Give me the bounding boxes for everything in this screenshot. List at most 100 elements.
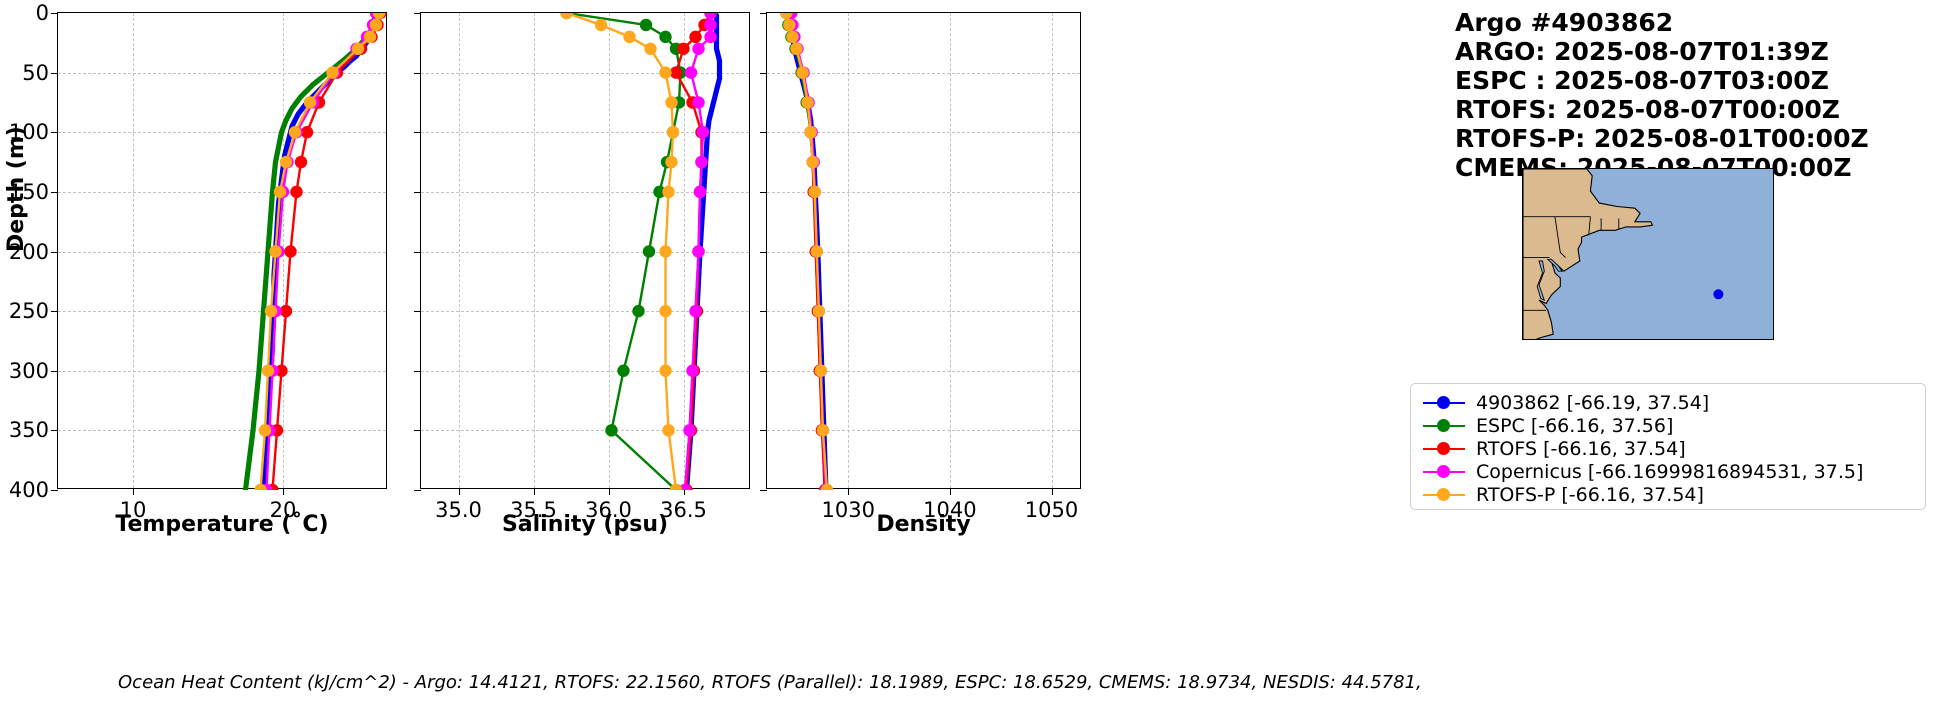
series-marker — [693, 185, 707, 199]
y-gridline — [421, 132, 749, 134]
map-lat-minor-tick — [1773, 295, 1774, 296]
series-marker — [689, 304, 702, 318]
y-gridline — [58, 370, 386, 372]
map-lon-minor-tick — [1748, 339, 1749, 340]
series-marker — [369, 18, 383, 32]
series-marker — [659, 66, 672, 79]
x-gridline — [458, 13, 460, 488]
series-marker — [363, 30, 377, 44]
map-lon-minor-tick — [1677, 339, 1678, 340]
y-gridline — [767, 370, 1080, 372]
series-marker — [288, 126, 302, 139]
series-marker — [669, 66, 683, 79]
map-lat-minor-tick — [1773, 210, 1774, 211]
series-marker — [683, 424, 696, 437]
series-marker — [790, 42, 803, 55]
map-lat-minor-tick — [1773, 329, 1774, 330]
y-tick-label: 100 — [8, 120, 49, 145]
legend-item-label: RTOFS [-66.16, 37.54] — [1476, 437, 1686, 460]
series-marker — [326, 66, 339, 79]
y-tick-mark — [51, 251, 58, 253]
map-lon-tick — [1651, 339, 1653, 340]
map-lat-tick-right — [1773, 287, 1774, 289]
series-marker — [696, 126, 710, 139]
series-marker — [653, 185, 666, 199]
series-marker — [258, 424, 272, 437]
x-tick-mark — [533, 488, 535, 495]
y-tick-mark — [414, 72, 421, 74]
y-tick-mark — [414, 311, 421, 313]
map-lon-minor-tick — [1562, 339, 1563, 340]
series-marker — [294, 155, 308, 169]
series-layer — [560, 13, 723, 490]
y-tick-label: 50 — [22, 60, 49, 85]
border-line — [1588, 216, 1591, 236]
series-marker — [372, 13, 386, 20]
y-gridline — [58, 311, 386, 313]
series-marker — [692, 96, 705, 109]
series-marker — [677, 42, 690, 55]
legend-item[interactable]: RTOFS [-66.16, 37.54] — [1411, 437, 1925, 460]
map-lon-tick — [1615, 339, 1617, 340]
series-marker — [666, 126, 680, 139]
y-gridline — [767, 430, 1080, 432]
map-lat-minor-tick — [1773, 201, 1774, 202]
y-gridline — [421, 191, 749, 193]
legend-item[interactable]: RTOFS-P [-66.16, 37.54] — [1411, 483, 1925, 506]
series-marker — [560, 13, 573, 20]
legend-item[interactable]: 4903862 [-66.19, 37.54] — [1411, 391, 1925, 414]
series-marker — [684, 66, 698, 79]
x-gridline — [949, 13, 951, 488]
y-gridline — [421, 370, 749, 372]
series-marker — [659, 30, 672, 44]
series-marker — [689, 30, 702, 44]
map-lon-tick — [1686, 339, 1688, 340]
map-lon-minor-tick — [1704, 339, 1705, 340]
x-tick-mark — [283, 488, 284, 495]
series-marker — [639, 18, 653, 32]
map-lat-minor-tick — [1773, 269, 1774, 270]
map-lon-tick — [1722, 339, 1724, 340]
y-tick-mark — [414, 132, 421, 134]
x-tick-label: 36.5 — [660, 498, 707, 522]
map-lon-tick — [1757, 339, 1759, 340]
series-clip — [58, 13, 388, 490]
legend-item-label: 4903862 [-66.19, 37.54] — [1476, 391, 1710, 414]
y-tick-label: 200 — [8, 239, 49, 264]
y-tick-mark — [51, 132, 58, 134]
series-clip — [767, 13, 1082, 490]
legend-swatch-icon — [1423, 464, 1465, 480]
legend-item-label: RTOFS-P [-66.16, 37.54] — [1476, 483, 1704, 506]
x-tick-label: 35.0 — [435, 498, 482, 522]
y-tick-label: 300 — [8, 358, 49, 383]
y-tick-mark — [51, 191, 58, 193]
series-marker — [695, 155, 708, 169]
y-tick-mark — [760, 251, 767, 253]
series-marker — [662, 185, 675, 199]
map-lat-tick — [1522, 321, 1523, 323]
x-tick-mark — [458, 488, 460, 495]
series-line — [683, 13, 723, 490]
series-marker — [605, 424, 618, 437]
y-tick-label: 150 — [8, 179, 49, 204]
header-line-3: RTOFS: 2025-08-07T00:00Z — [1455, 95, 1840, 124]
ocean-heat-content-note: Ocean Heat Content (kJ/cm^2) - Argo: 14.… — [118, 672, 1422, 693]
y-tick-mark — [51, 370, 58, 372]
bay-shape — [1536, 260, 1546, 301]
x-tick-label: 10 — [119, 498, 147, 522]
legend-item[interactable]: ESPC [-66.16, 37.56] — [1411, 414, 1925, 437]
legend-item[interactable]: Copernicus [-66.16999816894531, 37.5] — [1411, 460, 1925, 483]
x-gridline — [133, 13, 134, 488]
x-tick-mark — [683, 488, 685, 495]
y-tick-mark — [760, 370, 767, 372]
map-lat-minor-tick — [1773, 176, 1774, 177]
legend-item-label: ESPC [-66.16, 37.56] — [1476, 414, 1674, 437]
x-gridline — [683, 13, 685, 488]
series-marker — [659, 245, 672, 258]
border-line — [1554, 216, 1566, 258]
series-marker — [279, 304, 293, 318]
series-marker — [623, 30, 636, 44]
legend-item-label: Copernicus [-66.16999816894531, 37.5] — [1476, 460, 1864, 483]
series-marker — [704, 30, 717, 44]
map-lat-tick-right — [1773, 252, 1774, 254]
